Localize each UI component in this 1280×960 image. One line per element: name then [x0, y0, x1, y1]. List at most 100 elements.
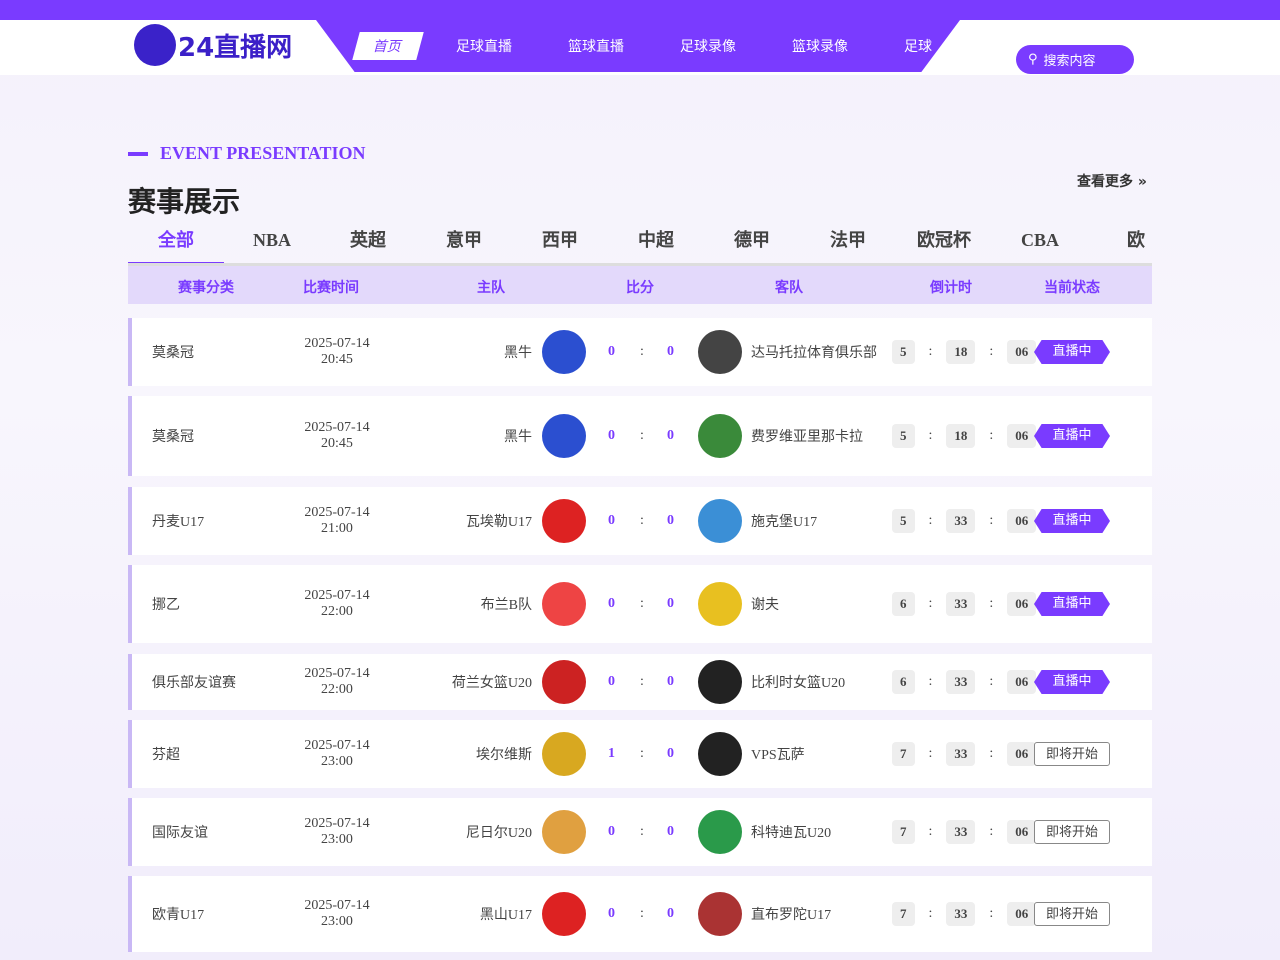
away-team-logo — [698, 810, 742, 854]
tab-7[interactable]: 法甲 — [830, 230, 866, 250]
countdown-hours: 7 — [892, 902, 915, 926]
subtitle-text: EVENT PRESENTATION — [160, 143, 366, 163]
nav-football-replay[interactable]: 足球录像 — [680, 39, 736, 55]
match-row[interactable]: 挪乙 2025-07-14 22:00 布兰B队 0 : 0 谢夫 6:33:06… — [128, 565, 1152, 643]
tab-5[interactable]: 中超 — [638, 230, 674, 250]
away-team[interactable]: 施克堡U17 — [751, 515, 818, 530]
section-subtitle: EVENT PRESENTATION — [128, 143, 366, 164]
match-clock: 22:00 — [321, 604, 353, 619]
tab-6[interactable]: 德甲 — [734, 230, 770, 250]
countdown-seconds: 06 — [1007, 742, 1037, 766]
table-header: 赛事分类 比赛时间 主队 比分 客队 倒计时 当前状态 — [128, 266, 1152, 304]
away-score: 0 — [667, 596, 674, 611]
home-team[interactable]: 尼日尔U20 — [465, 826, 532, 841]
countdown-minutes: 33 — [946, 902, 976, 926]
countdown-hours: 6 — [892, 670, 915, 694]
logo-text: 24直播网 — [178, 32, 293, 63]
match-time: 2025-07-14 20:45 — [292, 420, 382, 452]
tab-4[interactable]: 西甲 — [542, 230, 578, 250]
match-category: 挪乙 — [152, 598, 180, 613]
countdown: 6:33:06 — [892, 592, 1037, 616]
match-row[interactable]: 俱乐部友谊赛 2025-07-14 22:00 荷兰女篮U20 0 : 0 比利时… — [128, 654, 1152, 710]
status-badge[interactable]: 即将开始 — [1034, 820, 1110, 844]
status-badge[interactable]: 直播中 — [1034, 670, 1110, 694]
status-badge[interactable]: 即将开始 — [1034, 742, 1110, 766]
match-row[interactable]: 国际友谊 2025-07-14 23:00 尼日尔U20 0 : 0 科特迪瓦U2… — [128, 798, 1152, 866]
match-clock: 20:45 — [321, 436, 353, 451]
away-score: 0 — [667, 344, 674, 359]
status-badge[interactable]: 直播中 — [1034, 592, 1110, 616]
tab-0[interactable]: 全部 — [128, 226, 224, 263]
away-team[interactable]: VPS瓦萨 — [751, 748, 805, 763]
nav-home[interactable]: 首页 — [352, 32, 424, 60]
home-team-logo — [542, 330, 586, 374]
match-date: 2025-07-14 — [304, 505, 370, 520]
home-team[interactable]: 黑牛 — [504, 430, 532, 445]
match-row[interactable]: 莫桑冠 2025-07-14 20:45 黑牛 0 : 0 费罗维亚里那卡拉 5:… — [128, 396, 1152, 476]
tab-1[interactable]: NBA — [252, 230, 291, 250]
match-category: 莫桑冠 — [152, 430, 194, 445]
match-time: 2025-07-14 23:00 — [292, 816, 382, 848]
match-category: 芬超 — [152, 748, 180, 763]
home-score: 0 — [608, 428, 615, 443]
away-score: 0 — [667, 906, 674, 921]
home-score: 1 — [608, 746, 615, 761]
countdown-hours: 6 — [892, 592, 915, 616]
status-badge[interactable]: 即将开始 — [1034, 902, 1110, 926]
away-team-logo — [698, 660, 742, 704]
score-separator: : — [640, 596, 644, 611]
home-team[interactable]: 黑山U17 — [479, 908, 532, 923]
tab-10[interactable]: 欧 — [1127, 230, 1145, 250]
column-header: 比赛时间 — [303, 280, 359, 296]
away-team[interactable]: 达马托拉体育俱乐部 — [751, 346, 877, 361]
tab-3[interactable]: 意甲 — [446, 230, 482, 250]
status-badge[interactable]: 直播中 — [1034, 340, 1110, 364]
home-team[interactable]: 埃尔维斯 — [476, 748, 532, 763]
tab-9[interactable]: CBA — [1020, 230, 1059, 250]
home-team[interactable]: 瓦埃勒U17 — [465, 515, 532, 530]
nav-basketball-live[interactable]: 篮球直播 — [568, 39, 624, 55]
logo[interactable]: 24直播网 — [134, 24, 292, 66]
away-team[interactable]: 科特迪瓦U20 — [751, 826, 832, 841]
match-category: 俱乐部友谊赛 — [152, 676, 236, 691]
nav-football-live[interactable]: 足球直播 — [456, 39, 512, 55]
match-row[interactable]: 莫桑冠 2025-07-14 20:45 黑牛 0 : 0 达马托拉体育俱乐部 5… — [128, 318, 1152, 386]
match-date: 2025-07-14 — [304, 898, 370, 913]
countdown-seconds: 06 — [1007, 592, 1037, 616]
search-input[interactable]: ⚲ 搜索内容 — [1016, 45, 1134, 74]
away-score: 0 — [667, 824, 674, 839]
countdown: 7:33:06 — [892, 902, 1037, 926]
home-score: 0 — [608, 824, 615, 839]
countdown-minutes: 33 — [946, 592, 976, 616]
countdown-minutes: 33 — [946, 509, 976, 533]
home-team-logo — [542, 499, 586, 543]
tab-2[interactable]: 英超 — [350, 230, 386, 250]
home-score: 0 — [608, 513, 615, 528]
view-more-link[interactable]: 查看更多 » — [1077, 174, 1147, 190]
match-clock: 23:00 — [321, 914, 353, 929]
home-team[interactable]: 黑牛 — [504, 346, 532, 361]
match-date: 2025-07-14 — [304, 738, 370, 753]
away-team[interactable]: 直布罗陀U17 — [751, 908, 832, 923]
tab-8[interactable]: 欧冠杯 — [917, 230, 971, 250]
nav-football-more[interactable]: 足球 — [904, 39, 932, 55]
match-row[interactable]: 丹麦U17 2025-07-14 21:00 瓦埃勒U17 0 : 0 施克堡U1… — [128, 487, 1152, 555]
home-team-logo — [542, 582, 586, 626]
status-badge[interactable]: 直播中 — [1034, 509, 1110, 533]
home-team[interactable]: 布兰B队 — [480, 598, 532, 613]
match-row[interactable]: 芬超 2025-07-14 23:00 埃尔维斯 1 : 0 VPS瓦萨 7:33… — [128, 720, 1152, 788]
away-score: 0 — [667, 428, 674, 443]
away-team[interactable]: 比利时女篮U20 — [751, 676, 846, 691]
match-clock: 22:00 — [321, 682, 353, 697]
away-team[interactable]: 费罗维亚里那卡拉 — [751, 430, 863, 445]
home-score: 0 — [608, 344, 615, 359]
countdown-seconds: 06 — [1007, 902, 1037, 926]
home-team[interactable]: 荷兰女篮U20 — [451, 676, 532, 691]
status-badge[interactable]: 直播中 — [1034, 424, 1110, 448]
away-team[interactable]: 谢夫 — [751, 598, 779, 613]
score-separator: : — [640, 428, 644, 443]
countdown-seconds: 06 — [1007, 820, 1037, 844]
nav-basketball-replay[interactable]: 篮球录像 — [792, 39, 848, 55]
match-row[interactable]: 欧青U17 2025-07-14 23:00 黑山U17 0 : 0 直布罗陀U1… — [128, 876, 1152, 952]
section-title: 赛事展示 — [128, 185, 241, 218]
